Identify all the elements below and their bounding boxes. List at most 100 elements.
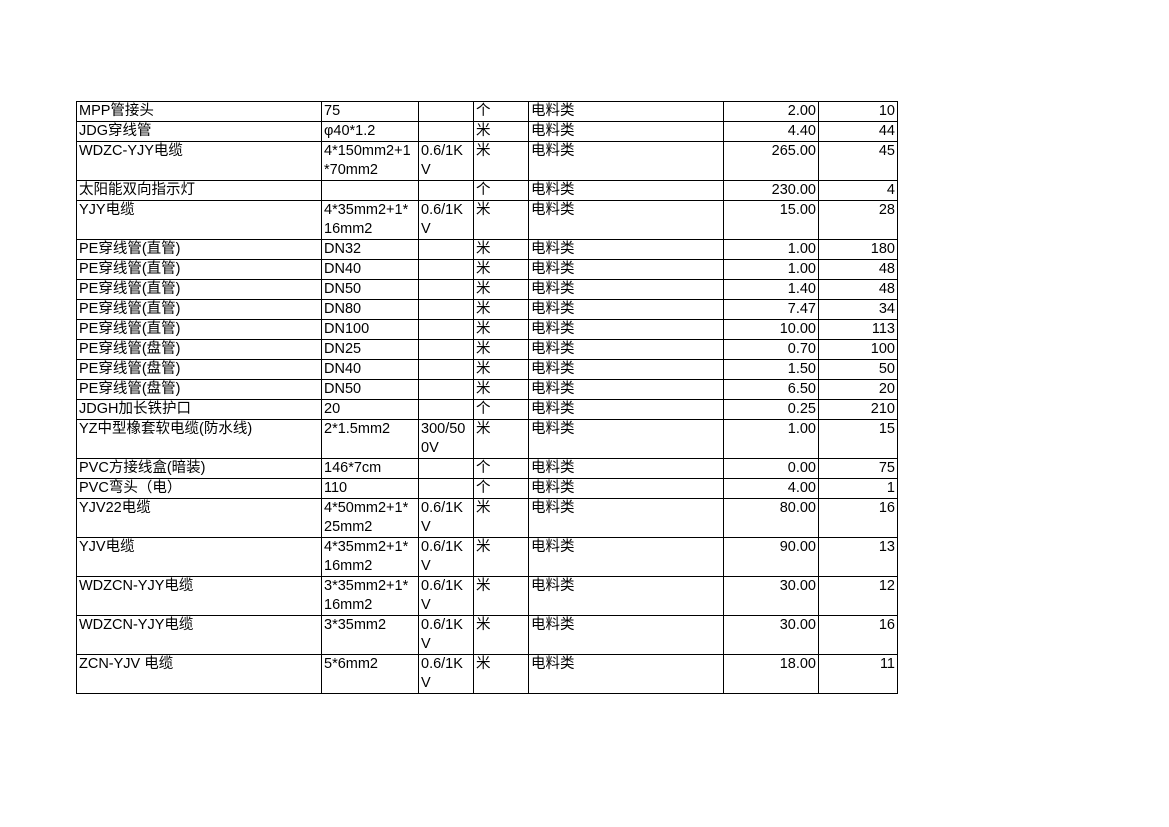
cell-qty: 113 (818, 319, 898, 340)
cell-spec: 4*35mm2+1*16mm2 (321, 537, 419, 577)
cell-voltage: 0.6/1KV (418, 615, 474, 655)
cell-qty: 20 (818, 379, 898, 400)
cell-name: WDZCN-YJY电缆 (76, 615, 322, 655)
table-row: JDG穿线管 φ40*1.2 米电料类 4.40 44 (76, 121, 898, 142)
cell-spec: DN32 (321, 239, 419, 260)
cell-unit: 个 (473, 458, 529, 479)
table-row: PE穿线管(直管) DN100 米电料类 10.00 113 (76, 319, 898, 340)
cell-voltage (418, 279, 474, 300)
cell-price: 80.00 (723, 498, 819, 538)
cell-price: 7.47 (723, 299, 819, 320)
cell-unit: 米 (473, 359, 529, 380)
cell-qty: 34 (818, 299, 898, 320)
materials-table: MPP管接头 75 个电料类 2.00 10 JDG穿线管 φ40*1.2 米电料类 4.40 4… (76, 101, 898, 694)
cell-category: 电料类 (528, 200, 724, 240)
cell-name: PVC方接线盒(暗装) (76, 458, 322, 479)
cell-category: 电料类 (528, 339, 724, 360)
cell-name: PE穿线管(盘管) (76, 379, 322, 400)
table-row: PE穿线管(直管) DN80 米电料类 7.47 34 (76, 299, 898, 320)
cell-spec: 2*1.5mm2 (321, 419, 419, 459)
table-row: YJV22电缆 4*50mm2+1*25mm2 0.6/1KV 米电料类 80.00 16 (76, 498, 898, 538)
cell-name: PE穿线管(盘管) (76, 339, 322, 360)
cell-unit: 米 (473, 419, 529, 459)
cell-name: YJY电缆 (76, 200, 322, 240)
cell-qty: 16 (818, 498, 898, 538)
cell-price: 265.00 (723, 141, 819, 181)
table-row: PE穿线管(盘管) DN25 米电料类 0.70 100 (76, 339, 898, 360)
cell-category: 电料类 (528, 239, 724, 260)
cell-name: 太阳能双向指示灯 (76, 180, 322, 201)
cell-voltage: 0.6/1KV (418, 576, 474, 616)
table-row: PE穿线管(盘管) DN40 米电料类 1.50 50 (76, 359, 898, 380)
cell-qty: 4 (818, 180, 898, 201)
cell-spec: φ40*1.2 (321, 121, 419, 142)
cell-voltage: 0.6/1KV (418, 498, 474, 538)
cell-price: 15.00 (723, 200, 819, 240)
table-row: YJY电缆 4*35mm2+1*16mm2 0.6/1KV 米电料类 15.00 28 (76, 200, 898, 240)
cell-spec: 146*7cm (321, 458, 419, 479)
cell-unit: 米 (473, 299, 529, 320)
cell-price: 0.70 (723, 339, 819, 360)
cell-spec: 5*6mm2 (321, 654, 419, 694)
cell-name: PE穿线管(直管) (76, 279, 322, 300)
cell-qty: 44 (818, 121, 898, 142)
cell-price: 1.00 (723, 419, 819, 459)
table-row: ZCN-YJV 电缆 5*6mm2 0.6/1KV 米电料类 18.00 11 (76, 654, 898, 694)
cell-price: 6.50 (723, 379, 819, 400)
cell-voltage (418, 239, 474, 260)
cell-voltage: 0.6/1KV (418, 654, 474, 694)
cell-voltage (418, 319, 474, 340)
cell-qty: 48 (818, 279, 898, 300)
table-row: PE穿线管(直管) DN32 米电料类 1.00 180 (76, 239, 898, 260)
cell-category: 电料类 (528, 419, 724, 459)
table-row: PE穿线管(盘管) DN50 米电料类 6.50 20 (76, 379, 898, 400)
cell-spec: DN40 (321, 259, 419, 280)
cell-qty: 48 (818, 259, 898, 280)
cell-qty: 45 (818, 141, 898, 181)
cell-category: 电料类 (528, 576, 724, 616)
cell-voltage (418, 180, 474, 201)
cell-qty: 12 (818, 576, 898, 616)
cell-name: PE穿线管(盘管) (76, 359, 322, 380)
table-row: YJV电缆 4*35mm2+1*16mm2 0.6/1KV 米电料类 90.00 13 (76, 537, 898, 577)
cell-spec: 4*35mm2+1*16mm2 (321, 200, 419, 240)
cell-price: 230.00 (723, 180, 819, 201)
cell-qty: 75 (818, 458, 898, 479)
cell-name: YJV22电缆 (76, 498, 322, 538)
cell-price: 0.25 (723, 399, 819, 420)
cell-name: WDZC-YJY电缆 (76, 141, 322, 181)
cell-price: 30.00 (723, 576, 819, 616)
cell-price: 1.50 (723, 359, 819, 380)
cell-qty: 15 (818, 419, 898, 459)
cell-voltage (418, 259, 474, 280)
cell-name: WDZCN-YJY电缆 (76, 576, 322, 616)
table-row: WDZCN-YJY电缆 3*35mm2+1*16mm2 0.6/1KV 米电料类 30.… (76, 576, 898, 616)
cell-voltage (418, 339, 474, 360)
table-row: MPP管接头 75 个电料类 2.00 10 (76, 101, 898, 122)
cell-unit: 米 (473, 654, 529, 694)
cell-spec: DN40 (321, 359, 419, 380)
cell-spec: 4*50mm2+1*25mm2 (321, 498, 419, 538)
cell-name: PE穿线管(直管) (76, 239, 322, 260)
cell-spec: 3*35mm2+1*16mm2 (321, 576, 419, 616)
cell-category: 电料类 (528, 498, 724, 538)
cell-category: 电料类 (528, 537, 724, 577)
cell-voltage (418, 101, 474, 122)
cell-unit: 米 (473, 200, 529, 240)
cell-spec: DN80 (321, 299, 419, 320)
cell-price: 30.00 (723, 615, 819, 655)
cell-qty: 100 (818, 339, 898, 360)
cell-unit: 米 (473, 537, 529, 577)
table-row: PVC方接线盒(暗装) 146*7cm 个电料类 0.00 75 (76, 458, 898, 479)
cell-voltage (418, 478, 474, 499)
cell-price: 90.00 (723, 537, 819, 577)
cell-voltage (418, 399, 474, 420)
cell-spec: 110 (321, 478, 419, 499)
cell-name: PVC弯头（电） (76, 478, 322, 499)
cell-category: 电料类 (528, 319, 724, 340)
cell-unit: 米 (473, 615, 529, 655)
cell-qty: 28 (818, 200, 898, 240)
cell-category: 电料类 (528, 359, 724, 380)
cell-name: PE穿线管(直管) (76, 319, 322, 340)
cell-price: 1.00 (723, 239, 819, 260)
